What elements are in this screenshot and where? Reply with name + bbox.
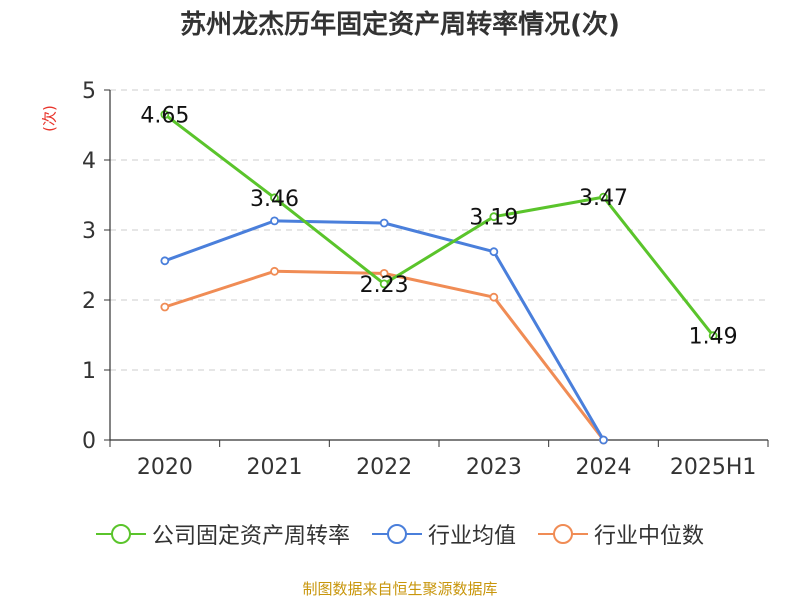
legend-item-industry-median[interactable]: 行业中位数 bbox=[538, 518, 704, 550]
data-point[interactable] bbox=[160, 110, 170, 119]
x-tick-label: 2024 bbox=[576, 455, 632, 480]
data-point[interactable] bbox=[160, 256, 170, 266]
data-point[interactable] bbox=[379, 279, 389, 289]
data-point[interactable] bbox=[489, 247, 499, 257]
legend-marker-icon bbox=[538, 524, 588, 544]
x-tick-label: 2022 bbox=[356, 455, 412, 480]
y-tick-label: 4 bbox=[82, 149, 96, 174]
data-label: 3.19 bbox=[469, 206, 518, 231]
data-point[interactable] bbox=[599, 435, 608, 445]
data-point[interactable] bbox=[379, 268, 389, 278]
data-source-note: 制图数据来自恒生聚源数据库 bbox=[302, 580, 498, 598]
legend-item-industry-mean[interactable]: 行业均值 bbox=[371, 518, 516, 550]
legend-label: 行业中位数 bbox=[594, 524, 705, 549]
legend-marker-icon bbox=[371, 524, 422, 544]
data-point[interactable] bbox=[160, 302, 170, 312]
data-label: 2.23 bbox=[360, 273, 409, 298]
data-point[interactable] bbox=[489, 212, 499, 222]
y-tick-label: 2 bbox=[82, 289, 96, 314]
y-tick-label: 0 bbox=[82, 429, 96, 454]
y-tick-label: 3 bbox=[82, 219, 96, 244]
data-point[interactable] bbox=[489, 292, 499, 302]
legend-label: 公司固定资产周转率 bbox=[151, 524, 350, 549]
data-point[interactable] bbox=[599, 192, 608, 202]
legend: 公司固定资产周转率 行业均值 行业中位数 bbox=[0, 518, 800, 550]
data-labels: 4.65 3.46 2.23 3.19 3.47 1.49 bbox=[140, 104, 737, 350]
legend-label: 行业均值 bbox=[427, 524, 516, 549]
x-tick-label: 2023 bbox=[466, 455, 522, 480]
line-chart: 0 1 2 3 4 5 2020 2021 2022 2023 2024 2025H1 4.65 3.4… bbox=[82, 79, 769, 480]
chart-title: 苏州龙杰历年固定资产周转率情况(次) bbox=[180, 10, 620, 40]
data-label: 1.49 bbox=[689, 325, 738, 350]
x-tick-label: 2021 bbox=[247, 455, 303, 480]
y-tick-label: 5 bbox=[82, 79, 96, 104]
data-label: 3.47 bbox=[579, 186, 628, 211]
data-label: 3.46 bbox=[250, 187, 299, 212]
x-tick-label: 2025H1 bbox=[670, 455, 757, 480]
legend-marker-icon bbox=[95, 524, 146, 544]
y-tick-label: 1 bbox=[82, 359, 96, 384]
data-point[interactable] bbox=[379, 218, 389, 228]
series-layer bbox=[160, 110, 718, 445]
x-tick-label: 2020 bbox=[137, 455, 193, 480]
data-point[interactable] bbox=[270, 193, 279, 203]
data-point[interactable] bbox=[708, 331, 718, 341]
series-line bbox=[163, 113, 715, 337]
axes: 0 1 2 3 4 5 2020 2021 2022 2023 2024 2025H1 bbox=[82, 79, 769, 480]
legend-item-company[interactable]: 公司固定资产周转率 bbox=[95, 518, 350, 550]
grid-lines bbox=[110, 89, 768, 371]
series-line bbox=[164, 219, 605, 441]
data-label: 4.65 bbox=[140, 104, 189, 129]
data-point[interactable] bbox=[270, 216, 279, 226]
data-point[interactable] bbox=[270, 266, 279, 276]
